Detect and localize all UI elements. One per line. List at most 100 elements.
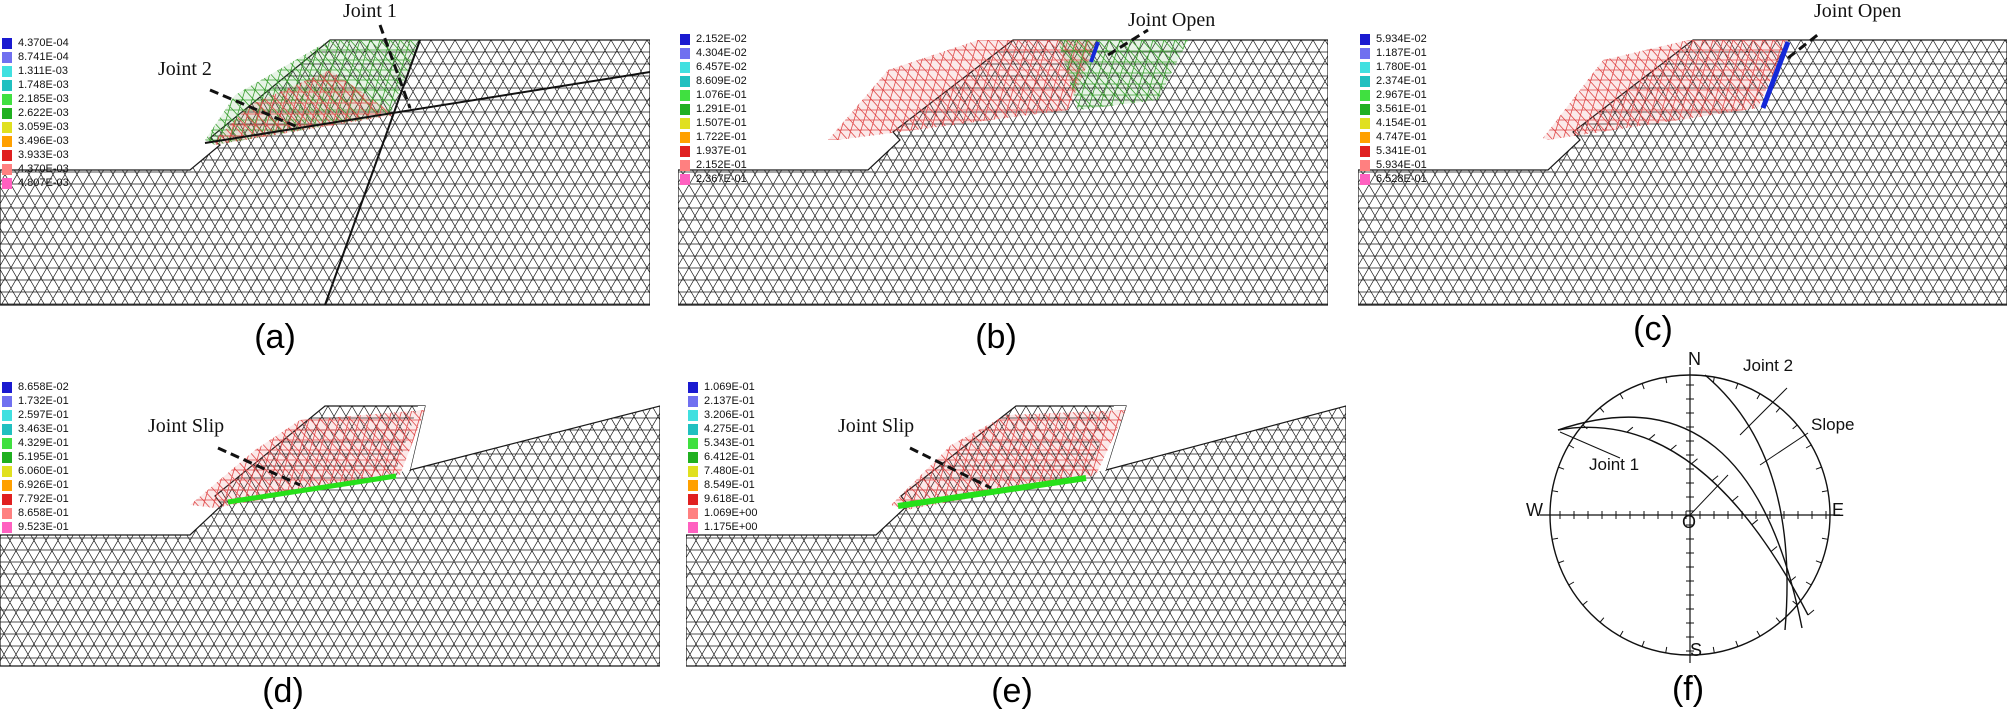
legend-entry: 8.658E-01 xyxy=(2,506,69,520)
legend-entry: 1.069E-01 xyxy=(688,380,758,394)
legend-swatch xyxy=(1360,89,1370,101)
legend-value: 1.937E-01 xyxy=(696,145,747,157)
pole-line xyxy=(1689,474,1729,516)
legend-swatch xyxy=(680,159,690,171)
legend-swatch xyxy=(2,395,12,407)
legend-swatch xyxy=(688,395,698,407)
legend-entry: 8.741E-04 xyxy=(2,50,69,64)
panel-c: 5.934E-02 1.187E-01 1.780E-01 2.374E-01 2.96… xyxy=(1358,0,2007,348)
legend-entry: 7.480E-01 xyxy=(688,464,758,478)
legend-swatch xyxy=(2,381,12,393)
legend-entry: 1.076E-01 xyxy=(680,88,747,102)
legend-swatch xyxy=(1360,117,1370,129)
legend-swatch xyxy=(2,451,12,463)
legend-swatch xyxy=(680,61,690,73)
legend-value: 1.187E-01 xyxy=(1376,47,1427,59)
legend-swatch xyxy=(688,437,698,449)
label-stereo-slope: Slope xyxy=(1811,415,1855,434)
slope-great-circle xyxy=(1557,426,1809,616)
legend-value: 4.275E-01 xyxy=(704,423,755,435)
legend-value: 2.152E-01 xyxy=(696,159,747,171)
legend-e: 1.069E-01 2.137E-01 3.206E-01 4.275E-01 5.34… xyxy=(688,380,758,534)
legend-entry: 8.658E-02 xyxy=(2,380,69,394)
legend-entry: 3.561E-01 xyxy=(1360,102,1427,116)
legend-entry: 5.195E-01 xyxy=(2,450,69,464)
legend-value: 2.185E-03 xyxy=(18,93,69,105)
crack-gap xyxy=(395,406,425,473)
legend-value: 4.304E-02 xyxy=(696,47,747,59)
legend-value: 2.597E-01 xyxy=(18,409,69,421)
legend-swatch xyxy=(2,107,12,119)
legend-swatch xyxy=(688,451,698,463)
label-joint-1: Joint 1 xyxy=(343,0,397,22)
legend-swatch xyxy=(680,33,690,45)
legend-swatch xyxy=(2,521,12,533)
legend-swatch xyxy=(2,51,12,63)
slope-leader xyxy=(1759,432,1809,466)
legend-value: 4.747E-01 xyxy=(1376,131,1427,143)
legend-entry: 6.060E-01 xyxy=(2,464,69,478)
legend-value: 8.609E-02 xyxy=(696,75,747,87)
joint-open xyxy=(1760,41,1791,109)
legend-value: 2.367E-01 xyxy=(696,173,747,185)
leader-line xyxy=(378,24,412,109)
legend-swatch xyxy=(2,149,12,161)
legend-value: 6.457E-02 xyxy=(696,61,747,73)
deformed-block xyxy=(190,410,425,508)
origin-label: O xyxy=(1682,512,1697,532)
legend-entry: 1.187E-01 xyxy=(1360,46,1427,60)
label-stereo-joint-1: Joint 1 xyxy=(1589,455,1640,474)
joint-slip xyxy=(227,473,397,505)
legend-swatch xyxy=(2,507,12,519)
legend-entry: 4.329E-01 xyxy=(2,436,69,450)
legend-value: 1.732E-01 xyxy=(18,395,69,407)
legend-swatch xyxy=(1360,159,1370,171)
legend-entry: 1.311E-03 xyxy=(2,64,69,78)
legend-value: 5.341E-01 xyxy=(1376,145,1427,157)
fe-mesh xyxy=(678,40,1328,305)
legend-value: 5.934E-02 xyxy=(1376,33,1427,45)
dir-east: E xyxy=(1832,500,1845,520)
legend-a: 4.370E-04 8.741E-04 1.311E-03 1.748E-03 2.18… xyxy=(2,36,69,190)
legend-swatch xyxy=(2,409,12,421)
legend-value: 3.463E-01 xyxy=(18,423,69,435)
legend-value: 1.311E-03 xyxy=(18,65,68,77)
legend-value: 4.807E-03 xyxy=(18,177,69,189)
legend-swatch xyxy=(1360,75,1370,87)
legend-swatch xyxy=(1360,33,1370,45)
legend-value: 1.069E-01 xyxy=(704,381,755,393)
legend-swatch xyxy=(1360,61,1370,73)
legend-entry: 1.780E-01 xyxy=(1360,60,1427,74)
legend-swatch xyxy=(688,479,698,491)
legend-value: 8.741E-04 xyxy=(18,51,69,63)
legend-value: 6.926E-01 xyxy=(18,479,69,491)
leader-line xyxy=(1787,31,1821,60)
panel-a-mesh xyxy=(0,24,650,306)
legend-swatch xyxy=(680,117,690,129)
legend-value: 8.549E-01 xyxy=(704,479,755,491)
label-joint-slip-d: Joint Slip xyxy=(148,415,225,437)
legend-swatch xyxy=(2,93,12,105)
legend-value: 3.206E-01 xyxy=(704,409,755,421)
legend-swatch xyxy=(2,423,12,435)
stereonet xyxy=(1540,367,1840,663)
legend-value: 8.658E-01 xyxy=(18,507,69,519)
legend-entry: 3.059E-03 xyxy=(2,120,69,134)
legend-swatch xyxy=(680,103,690,115)
joint-1-line xyxy=(324,39,421,306)
legend-entry: 3.463E-01 xyxy=(2,422,69,436)
friction-ticks xyxy=(1626,426,1815,616)
legend-value: 3.933E-03 xyxy=(18,149,69,161)
legend-value: 5.934E-01 xyxy=(1376,159,1427,171)
legend-swatch xyxy=(2,465,12,477)
panel-d-mesh xyxy=(0,405,660,667)
legend-entry: 2.374E-01 xyxy=(1360,74,1427,88)
legend-value: 9.523E-01 xyxy=(18,521,69,533)
legend-entry: 2.367E-01 xyxy=(680,172,747,186)
legend-swatch xyxy=(680,47,690,59)
panel-c-mesh xyxy=(1358,31,2007,306)
legend-swatch xyxy=(688,423,698,435)
legend-b: 2.152E-02 4.304E-02 6.457E-02 8.609E-02 1.07… xyxy=(680,32,747,186)
panel-f: N S E W O Joint 1 Joint 2 Slope (f) xyxy=(1510,340,1910,717)
panel-a: 4.370E-04 8.741E-04 1.311E-03 1.748E-03 2.18… xyxy=(0,0,650,356)
